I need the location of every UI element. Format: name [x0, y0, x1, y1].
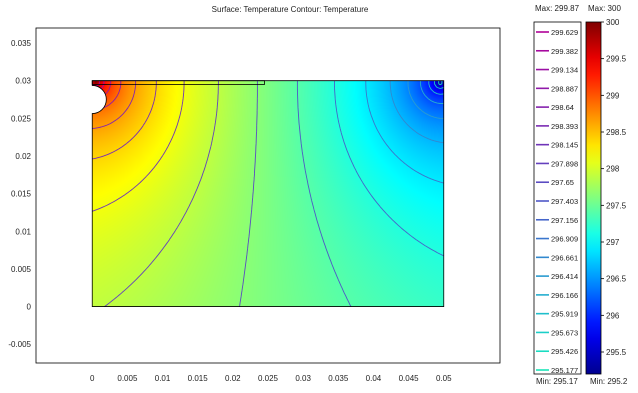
colorbar-tick-label: 298.5 [606, 128, 627, 137]
contour-line [389, 80, 444, 144]
colorbar-tick-label: 296.5 [606, 275, 627, 284]
contour-legend-min: Min: 295.17 [536, 377, 578, 386]
x-axis-ticks: 0 0.005 0.01 0.015 0.02 0.025 0.03 0.035 0.04 0.0… [90, 374, 452, 383]
contour-legend-label: 298.145 [551, 141, 578, 150]
y-tick-label: 0.015 [11, 190, 32, 199]
contour-line [92, 80, 185, 212]
contour-legend-label: 295.177 [551, 366, 578, 375]
colorbar-tick-label: 299.5 [606, 55, 627, 64]
surface-colorbar-ticks: 300 299.5 299 298.5 298 297.5 297 296.5 296 295.5 [601, 18, 627, 357]
y-tick-label: 0.02 [15, 152, 31, 161]
contour-line [334, 80, 444, 258]
contour-legend-label: 297.403 [551, 197, 578, 206]
x-tick-label: 0.02 [225, 374, 241, 383]
contour-legend-label: 299.134 [551, 66, 578, 75]
colorbar-tick-label: 297 [606, 238, 620, 247]
contour-legend-label: 296.166 [551, 291, 578, 300]
contour-lines [92, 80, 444, 307]
colorbar-tick-label: 295.5 [606, 348, 627, 357]
x-tick-label: 0.005 [117, 374, 138, 383]
contour-line [433, 80, 444, 89]
x-tick-label: 0.01 [155, 374, 171, 383]
contour-line [92, 80, 137, 129]
surface-colorbar-max: Max: 300 [588, 4, 621, 13]
contour-legend-label: 298.887 [551, 84, 578, 93]
y-tick-label: 0.01 [15, 227, 31, 236]
contour-line [238, 80, 258, 307]
x-tick-label: 0.035 [328, 374, 349, 383]
contour-legend-max: Max: 299.87 [535, 4, 580, 13]
contour-legend-label: 295.426 [551, 347, 578, 356]
contour-legend-label: 297.898 [551, 159, 578, 168]
y-tick-label: 0.005 [11, 265, 32, 274]
contour-legend-label: 297.156 [551, 216, 578, 225]
surface-colorbar [585, 21, 602, 375]
contour-line [365, 80, 444, 185]
contour-legend-label: 299.382 [551, 47, 578, 56]
contour-legend-label: 295.919 [551, 310, 578, 319]
contour-legend-label: 298.64 [551, 103, 574, 112]
contour-line [296, 80, 353, 307]
x-tick-label: 0.03 [295, 374, 311, 383]
x-tick-label: 0.045 [399, 374, 420, 383]
x-tick-label: 0.015 [188, 374, 209, 383]
contour-legend-label: 296.661 [551, 253, 578, 262]
contour-legend: 299.629 299.382 299.134 298.887 298.64 298.39… [536, 28, 578, 375]
contour-line [101, 80, 219, 307]
colorbar-tick-label: 299 [606, 91, 620, 100]
temperature-surface [92, 80, 444, 307]
colorbar-tick-label: 298 [606, 165, 620, 174]
contour-line [438, 80, 443, 86]
contour-legend-label: 298.393 [551, 122, 578, 131]
domain-boundary [91, 80, 445, 307]
contour-line [407, 80, 444, 120]
y-tick-label: 0.03 [15, 77, 31, 86]
top-electrode [91, 80, 265, 85]
y-axis-ticks: 0.035 0.03 0.025 0.02 0.015 0.01 0.005 0 -0.005 [8, 39, 31, 349]
x-tick-label: 0.05 [436, 374, 452, 383]
x-tick-label: 0 [90, 374, 95, 383]
contour-line [419, 80, 444, 104]
contour-legend-label: 296.414 [551, 272, 578, 281]
contour-legend-label: 297.65 [551, 178, 574, 187]
x-tick-label: 0.04 [366, 374, 382, 383]
y-tick-label: -0.005 [8, 340, 31, 349]
x-tick-label: 0.025 [258, 374, 279, 383]
chart-title: Surface: Temperature Contour: Temperatur… [212, 5, 369, 14]
contour-line [92, 80, 157, 160]
contour-legend-frame [533, 21, 582, 375]
y-tick-label: 0.025 [11, 114, 32, 123]
surface-colorbar-min: Min: 295.2 [590, 377, 628, 386]
contour-line [428, 80, 444, 95]
y-tick-label: 0 [27, 303, 32, 312]
contour-legend-label: 299.629 [551, 28, 578, 37]
contour-legend-label: 296.909 [551, 235, 578, 244]
contour-legend-label: 295.673 [551, 328, 578, 337]
colorbar-tick-label: 296 [606, 311, 620, 320]
colorbar-tick-label: 297.5 [606, 201, 627, 210]
colorbar-tick-label: 300 [606, 18, 620, 27]
y-tick-label: 0.035 [11, 39, 32, 48]
